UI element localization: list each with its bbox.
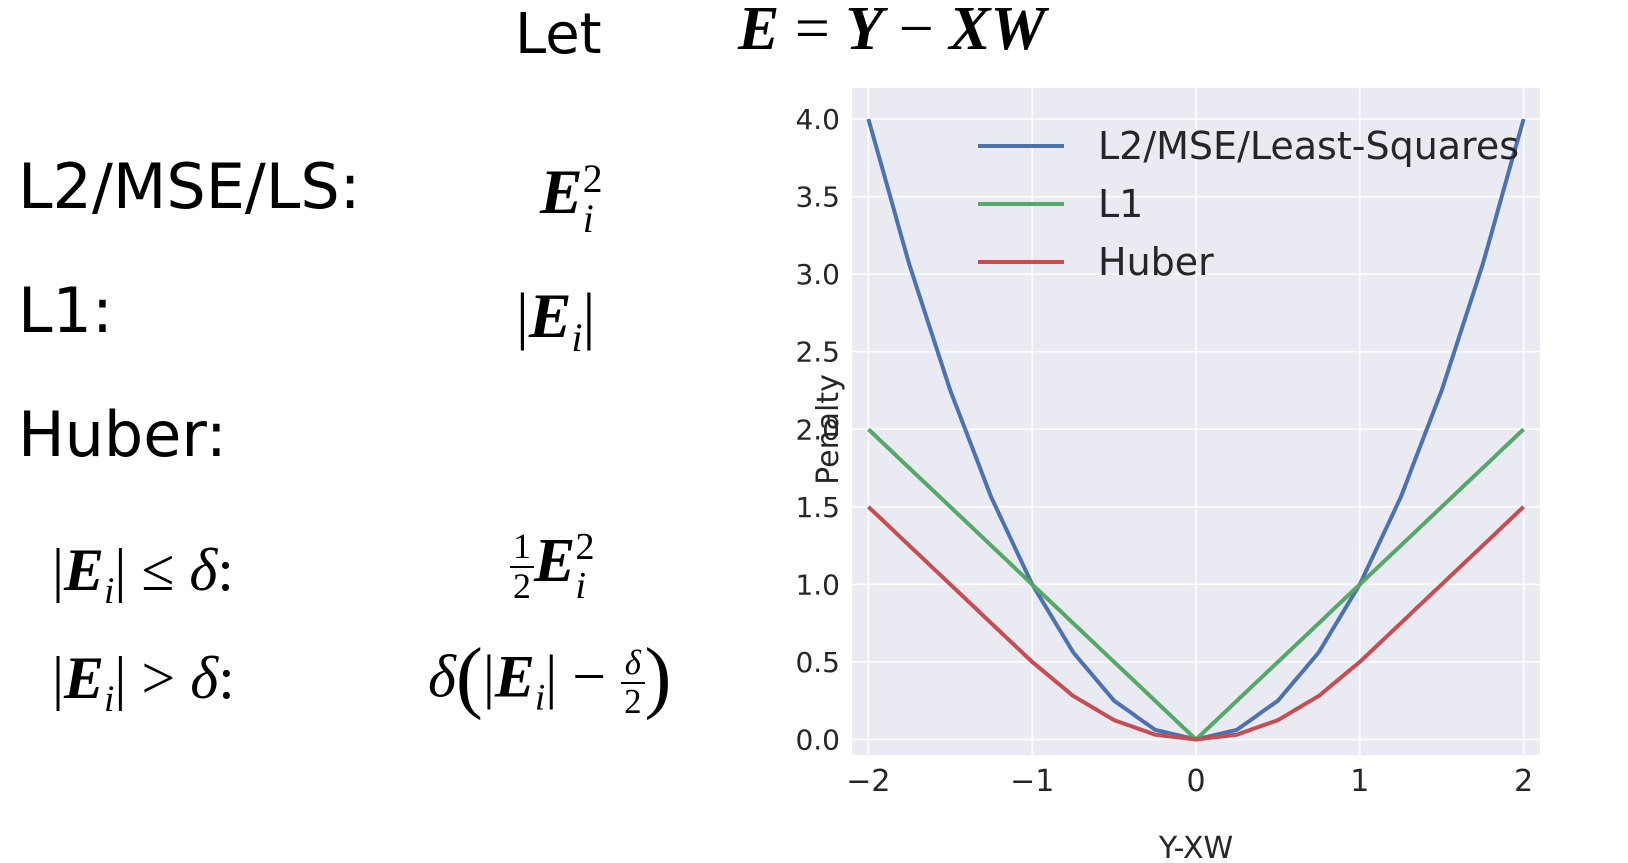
c1-colon: :	[217, 537, 234, 603]
y-tick-label: 3.0	[795, 258, 840, 291]
y-tick-label: 2.5	[795, 336, 840, 369]
series-lines	[866, 118, 1526, 742]
l1-bar-open: |	[516, 280, 529, 351]
c2-colon: :	[218, 645, 235, 711]
legend-label: Huber	[1098, 240, 1214, 284]
y-tick-label: 0.0	[795, 723, 840, 756]
eq-e: E	[738, 0, 780, 63]
c2-bar-close: |	[114, 645, 127, 711]
eq-xw: XW	[949, 0, 1046, 63]
c2-formula-minus: −	[572, 643, 607, 710]
eq-equals: =	[794, 0, 830, 63]
c1-delta: δ	[189, 537, 218, 603]
c2-delta: δ	[190, 645, 219, 711]
l1-bar-close: |	[582, 280, 596, 351]
huber-case2-formula: δ(|Ei| − δ 2 )	[428, 636, 672, 720]
l2-sup: 2	[582, 157, 603, 201]
l1-formula: |Ei|	[516, 284, 595, 358]
c2-rparen: )	[644, 631, 672, 721]
huber-case2-condition: |Ei| > δ:	[52, 645, 235, 718]
error-definition-equation: E = Y − XW	[738, 0, 1046, 65]
y-tick-label: 3.5	[795, 181, 840, 214]
eq-minus: −	[898, 0, 934, 63]
y-tick-label: 4.0	[795, 103, 840, 136]
y-tick-label: 1.0	[795, 568, 840, 601]
c1-bar-close: |	[114, 537, 127, 603]
x-tick-label: −2	[846, 764, 890, 799]
l2-formula: E 2 i	[540, 157, 603, 241]
c2-delta-half-fraction: δ 2	[621, 645, 645, 721]
y-tick-label: 1.5	[795, 491, 840, 524]
c2-formula-delta: δ	[428, 643, 456, 710]
legend: L2/MSE/Least-Squares L1 Huber	[978, 124, 1519, 284]
x-tick-label: 2	[1514, 764, 1533, 799]
l2-sub: i	[582, 196, 594, 241]
c1-frac-den: 2	[513, 565, 531, 606]
y-axis-label: Penalty	[811, 374, 846, 485]
c2-sub: i	[104, 679, 115, 720]
c2-frac-num: δ	[621, 645, 645, 684]
huber-case1-formula: 1 2 E 2 i	[510, 526, 595, 607]
c1-half-fraction: 1 2	[510, 527, 534, 606]
grid-lines	[852, 88, 1540, 755]
c1-frac-num: 1	[510, 527, 534, 568]
huber-case1-condition: |Ei| ≤ δ:	[52, 537, 234, 610]
l1-label: L1:	[18, 274, 113, 347]
c1-sub: i	[104, 571, 115, 612]
l1-base: E	[528, 280, 572, 351]
l2-base: E	[540, 156, 583, 227]
c2-op: >	[141, 645, 176, 711]
let-label: Let	[515, 2, 602, 67]
l2-label: L2/MSE/LS:	[18, 150, 361, 223]
x-axis-label: Y-XW	[1158, 831, 1233, 863]
y-tick-label: 0.5	[795, 646, 840, 679]
legend-label: L1	[1098, 182, 1143, 226]
c1-base: E	[64, 537, 105, 603]
c2-base: E	[64, 645, 105, 711]
eq-y: Y	[845, 0, 884, 63]
c1-formula-base: E	[533, 526, 576, 595]
c2-formula-bar-close: |	[545, 643, 558, 710]
c2-formula-bar-open: |	[482, 643, 495, 710]
c2-frac-den: 2	[624, 681, 642, 721]
axis-ticks: −2 −1 0 1 2 0.0 0.5 1.0 1.5 2.0 2.5 3.0 3.5 4.0	[795, 103, 1533, 799]
c2-bar-open: |	[52, 645, 65, 711]
legend-label: L2/MSE/Least-Squares	[1098, 124, 1519, 168]
l1-sub: i	[571, 315, 583, 360]
c1-op: ≤	[141, 537, 175, 603]
c2-lparen: (	[455, 631, 483, 721]
c2-formula-base: E	[494, 643, 535, 710]
c2-formula-sub: i	[534, 677, 546, 719]
x-tick-label: −1	[1010, 764, 1054, 799]
x-tick-label: 0	[1186, 764, 1205, 799]
c1-bar-open: |	[52, 537, 65, 603]
huber-label: Huber:	[18, 398, 227, 471]
x-tick-label: 1	[1350, 764, 1369, 799]
y-tick-label: 2.0	[795, 413, 840, 446]
series-line-3	[867, 505, 1525, 742]
c1-formula-sup: 2	[575, 526, 595, 569]
c1-formula-sub: i	[575, 564, 587, 607]
